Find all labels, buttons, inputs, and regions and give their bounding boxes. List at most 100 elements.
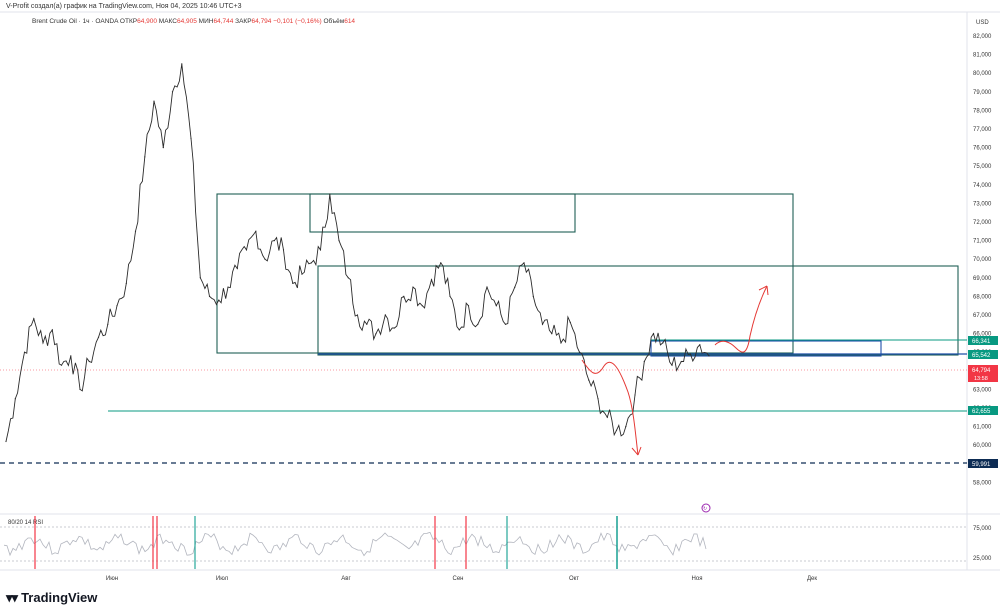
- forecast-curve-down[interactable]: [581, 359, 639, 456]
- price-point: [292, 282, 294, 284]
- price-axis[interactable]: 82,000 81,000 80,000 79,000 78,000 77,000 76,0…: [973, 34, 992, 486]
- close-value: 64,794: [251, 18, 272, 25]
- price-point: [88, 360, 90, 363]
- price-point: [541, 323, 544, 325]
- price-point: [551, 333, 553, 335]
- volume-label: Объём: [323, 18, 345, 25]
- price-tick-label: 76,000: [973, 146, 992, 152]
- current-price-box: [968, 365, 998, 382]
- price-point: [708, 355, 710, 357]
- event-marker-icon[interactable]: [701, 503, 711, 513]
- price-point: [486, 286, 488, 288]
- price-point: [606, 416, 608, 418]
- price-point: [23, 351, 26, 353]
- price-series-line[interactable]: [5, 63, 710, 442]
- price-tick-label: 68,000: [973, 294, 992, 300]
- zone-box-upper[interactable]: [309, 193, 576, 233]
- price-point: [689, 353, 692, 355]
- price-point: [643, 360, 645, 363]
- high-label: МАКС: [158, 18, 177, 25]
- rsi-label[interactable]: 80/20 14 RSI: [8, 520, 43, 526]
- price-tick-label: 61,000: [973, 425, 992, 431]
- price-point: [33, 318, 35, 320]
- price-tick-label: 81,000: [973, 53, 992, 59]
- price-point: [449, 295, 451, 297]
- symbol-name[interactable]: Brent Crude Oil · 1ч · OANDA: [32, 18, 119, 25]
- tradingview-logo[interactable]: ▾▾ TradingView: [6, 590, 97, 606]
- price-series-points: [5, 63, 710, 443]
- time-tick-label: Июл: [216, 576, 229, 582]
- time-axis[interactable]: Июн Июл Авг Сен Окт Ноя Дек: [106, 576, 817, 582]
- price-point: [366, 323, 368, 325]
- price-tick-label: 71,000: [973, 239, 992, 245]
- price-point: [430, 279, 433, 281]
- price-point: [70, 355, 72, 357]
- price-point: [560, 342, 562, 344]
- price-tick-label: 63,000: [973, 387, 992, 393]
- current-price-label: 64,794: [972, 368, 991, 374]
- price-tick-label: 67,000: [973, 313, 992, 319]
- price-tick-label: 78,000: [973, 108, 992, 114]
- price-tick-label: 80,000: [973, 71, 992, 77]
- zone-box-blue[interactable]: [650, 340, 882, 357]
- price-point: [282, 249, 285, 251]
- price-point: [680, 360, 682, 363]
- price-point: [329, 193, 331, 195]
- event-marker-glyph: ↻: [703, 506, 707, 512]
- volume-value: 614: [344, 18, 356, 25]
- price-point: [60, 364, 63, 366]
- forecast-arrow-down-head: [631, 446, 642, 456]
- price-label-62655-box: [968, 406, 998, 415]
- time-tick-label: Авг: [341, 576, 351, 582]
- price-point: [51, 329, 53, 331]
- price-point: [97, 336, 100, 338]
- price-point: [384, 314, 386, 316]
- time-tick-label: Ноя: [692, 576, 703, 582]
- open-value: 64,900: [137, 18, 157, 25]
- price-point: [107, 323, 109, 325]
- price-point: [338, 240, 340, 242]
- price-point: [116, 305, 118, 307]
- forecast-curve-up[interactable]: [714, 285, 768, 353]
- price-label-65542: 65,542: [972, 353, 991, 359]
- author-line: V-Profit создал(а) график на TradingView…: [6, 3, 242, 10]
- time-tick-label: Дек: [807, 576, 817, 582]
- price-point: [347, 277, 349, 279]
- currency-label: USD: [976, 20, 989, 26]
- price-tick-label: 73,000: [973, 201, 992, 207]
- price-point: [144, 156, 146, 158]
- price-point: [578, 351, 581, 353]
- price-point: [162, 147, 164, 149]
- price-point: [134, 230, 137, 232]
- price-point: [310, 262, 312, 264]
- price-point: [245, 249, 248, 251]
- rsi-tick-75: 75,000: [973, 526, 992, 532]
- time-tick-label: Июн: [106, 576, 118, 582]
- price-point: [467, 305, 470, 307]
- price-tick-label: 79,000: [973, 90, 992, 96]
- price-point: [625, 426, 627, 428]
- zone-box-range[interactable]: [317, 265, 959, 356]
- price-point: [662, 342, 664, 344]
- price-point: [514, 286, 516, 288]
- symbol-info: Brent Crude Oil · 1ч · OANDA ОТКР64,900 …: [32, 18, 355, 25]
- price-point: [588, 379, 590, 381]
- price-point: [255, 230, 257, 232]
- price-point: [218, 299, 220, 301]
- price-tick-label: 66,000: [973, 332, 992, 338]
- price-point: [79, 388, 81, 390]
- price-label-59991-box: [968, 459, 998, 468]
- price-label-66341: 66,341: [972, 339, 991, 345]
- price-point: [181, 63, 183, 65]
- tradingview-mark-icon: ▾▾: [6, 590, 18, 605]
- price-tick-label: 60,000: [973, 443, 992, 449]
- time-tick-label: Окт: [569, 576, 579, 582]
- price-point: [440, 262, 442, 264]
- price-tick-label: 58,000: [973, 480, 992, 486]
- price-point: [125, 282, 127, 284]
- price-point: [652, 333, 655, 335]
- price-point: [495, 305, 497, 307]
- low-label: МИН: [198, 18, 214, 25]
- rsi-line[interactable]: [3, 531, 707, 557]
